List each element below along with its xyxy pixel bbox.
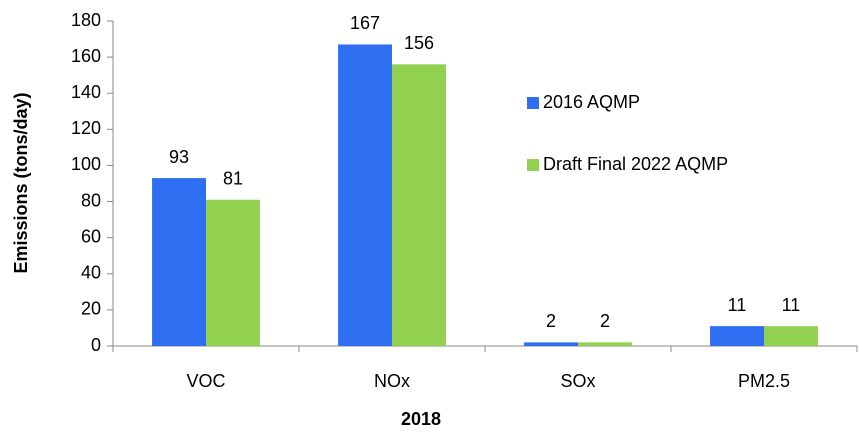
y-tick-label: 40 xyxy=(81,263,101,283)
y-axis-label: Emissions (tons/day) xyxy=(11,92,31,273)
x-tick-label: PM2.5 xyxy=(738,371,790,391)
data-label: 11 xyxy=(782,295,801,315)
bar xyxy=(338,44,392,346)
data-label: 11 xyxy=(728,295,747,315)
y-tick-label: 100 xyxy=(71,154,101,174)
y-tick-label: 160 xyxy=(71,46,101,66)
bar xyxy=(524,342,578,346)
bar xyxy=(710,326,764,346)
y-tick-label: 60 xyxy=(81,226,101,246)
legend-swatch xyxy=(527,97,539,109)
data-label: 81 xyxy=(223,169,243,189)
data-label: 2 xyxy=(546,311,556,331)
legend-label: 2016 AQMP xyxy=(543,92,640,112)
y-tick-label: 120 xyxy=(71,118,101,138)
bar xyxy=(578,342,632,346)
x-tick-label: VOC xyxy=(186,371,225,391)
legend-label: Draft Final 2022 AQMP xyxy=(543,154,728,174)
bar xyxy=(152,178,206,346)
legend-swatch xyxy=(527,159,539,171)
y-tick-label: 20 xyxy=(81,299,101,319)
x-axis-label: 2018 xyxy=(401,409,441,429)
data-label: 93 xyxy=(169,147,189,167)
bar xyxy=(206,199,260,346)
y-tick-label: 80 xyxy=(81,190,101,210)
data-label: 156 xyxy=(404,33,434,53)
y-tick-label: 0 xyxy=(91,335,101,355)
y-tick-label: 140 xyxy=(71,82,101,102)
bar xyxy=(764,326,818,346)
x-tick-label: SOx xyxy=(560,371,595,391)
x-tick-label: NOx xyxy=(374,371,410,391)
y-tick-label: 180 xyxy=(71,10,101,30)
bar xyxy=(392,64,446,346)
data-label: 167 xyxy=(350,13,380,33)
data-label: 2 xyxy=(600,311,610,331)
